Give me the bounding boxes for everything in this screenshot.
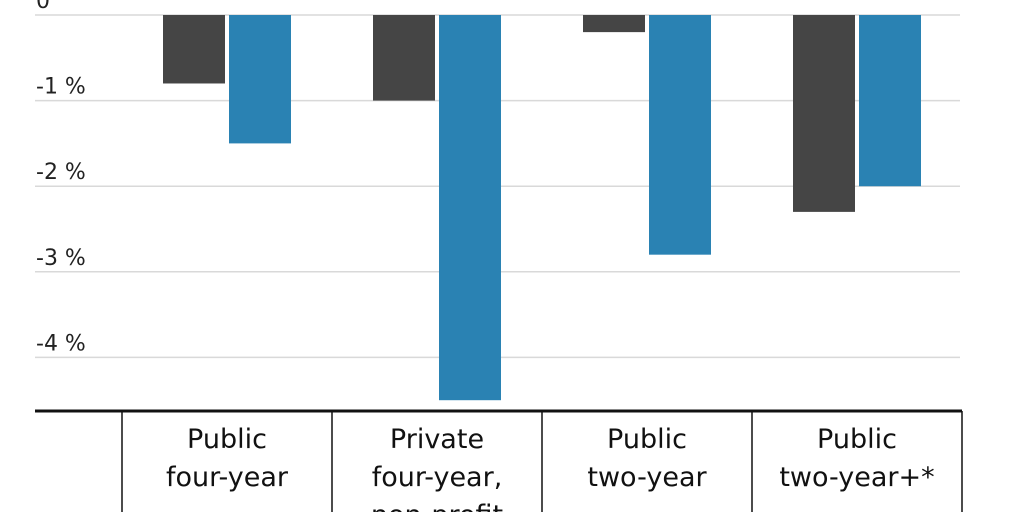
category-label-line: four-year, bbox=[372, 462, 503, 493]
category-label: Public two-year bbox=[587, 424, 707, 493]
category-label-line: Public bbox=[187, 424, 267, 455]
bar-series2 bbox=[859, 15, 921, 187]
y-tick-label: 0 bbox=[36, 0, 50, 14]
y-tick-label: -2 % bbox=[36, 160, 86, 185]
bar-series1 bbox=[373, 15, 435, 101]
bars bbox=[163, 15, 921, 401]
bar-series1 bbox=[583, 15, 645, 33]
bar-series1 bbox=[793, 15, 855, 212]
category-label-line: four-year bbox=[166, 462, 289, 493]
bar-series2 bbox=[229, 15, 291, 144]
bar-series2 bbox=[439, 15, 501, 401]
category-label-line: Public bbox=[817, 424, 897, 455]
category-label-line: two-year+* bbox=[779, 462, 934, 493]
category-axis: Public four-year Private four-year, non-prof… bbox=[35, 409, 963, 512]
category-label-line: two-year bbox=[587, 462, 707, 493]
y-tick-label: -4 % bbox=[36, 331, 86, 356]
category-label-line: Public bbox=[607, 424, 687, 455]
category-label-line: Private bbox=[390, 424, 484, 455]
category-label: Private four-year, non-profit bbox=[371, 424, 503, 512]
category-label-line: non-profit bbox=[371, 500, 503, 512]
y-tick-label: -3 % bbox=[36, 246, 86, 271]
bar-series1 bbox=[163, 15, 225, 84]
category-label: Public two-year+* bbox=[779, 424, 934, 493]
bar-series2 bbox=[649, 15, 711, 255]
category-label: Public four-year bbox=[166, 424, 289, 493]
y-tick-label: -1 % bbox=[36, 75, 86, 100]
y-axis-ticks: 0 -1 % -2 % -3 % -4 % bbox=[36, 0, 86, 356]
